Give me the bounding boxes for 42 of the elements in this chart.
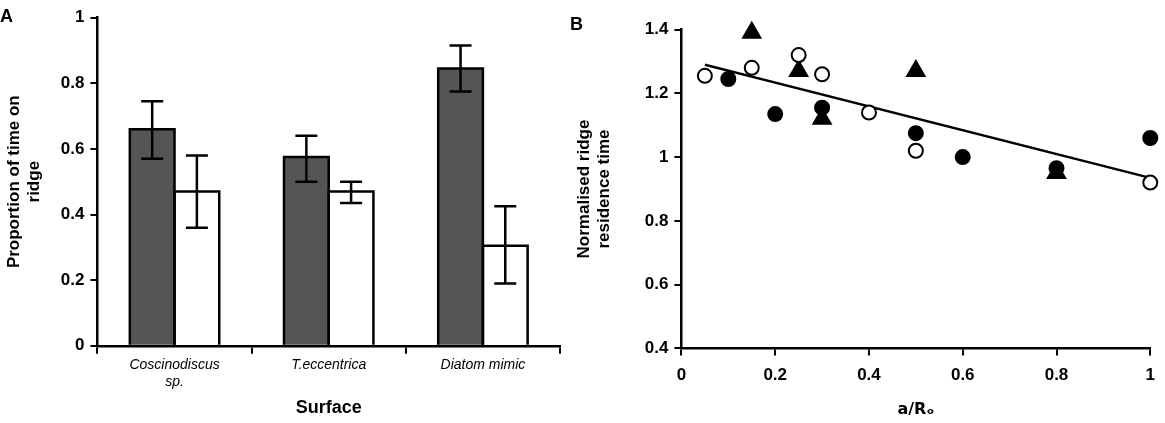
- point: [860, 104, 877, 121]
- x-tick-label: 0.8: [1044, 365, 1069, 385]
- y-tick-label: 0.8: [644, 210, 669, 230]
- y-tick-label: 1.2: [644, 83, 669, 103]
- x-tick-label: 0.6: [950, 365, 975, 385]
- x-tick-label: 0.2: [763, 365, 788, 385]
- x-axis-title: a/Rₒ: [897, 398, 935, 418]
- point: [906, 60, 926, 78]
- x-axis-title: Surface: [295, 397, 362, 418]
- point: [1142, 129, 1159, 146]
- point: [767, 106, 784, 123]
- point: [696, 67, 713, 84]
- y-tick-label: 0.4: [60, 204, 85, 224]
- y-tick-label: 1: [74, 7, 85, 27]
- y-tick-label: 0.4: [644, 338, 669, 358]
- point: [788, 60, 809, 78]
- y-tick-label: 0: [74, 335, 85, 355]
- y-axis-title: Proportion of time on ridge: [3, 95, 44, 269]
- point: [907, 125, 924, 142]
- point: [720, 71, 737, 88]
- y-tick-label: 0.2: [60, 269, 85, 289]
- x-tick-label: T.eccentrica: [291, 356, 367, 373]
- point: [790, 47, 807, 64]
- y-tick-label: 0.6: [644, 274, 669, 294]
- x-tick-label: Coscinodiscus sp.: [129, 356, 220, 389]
- point: [814, 99, 831, 116]
- point: [814, 66, 831, 83]
- x-tick-label: 0.4: [857, 365, 882, 385]
- point: [907, 142, 924, 159]
- chart-title: A: [0, 5, 13, 26]
- y-tick-label: 1.4: [644, 19, 669, 39]
- y-axis-title: Normalised ridge residence time: [573, 119, 614, 259]
- x-tick-label: 0: [676, 365, 687, 385]
- y-tick-label: 1: [658, 146, 669, 166]
- chart-title: B: [570, 13, 583, 34]
- y-tick-label: 0.8: [60, 72, 85, 92]
- y-tick-label: 0.6: [60, 138, 85, 158]
- point: [954, 149, 971, 166]
- x-tick-label: Diatom mimic: [440, 356, 526, 373]
- point: [1142, 174, 1159, 191]
- x-tick-label: 1: [1145, 365, 1156, 385]
- point: [743, 59, 760, 76]
